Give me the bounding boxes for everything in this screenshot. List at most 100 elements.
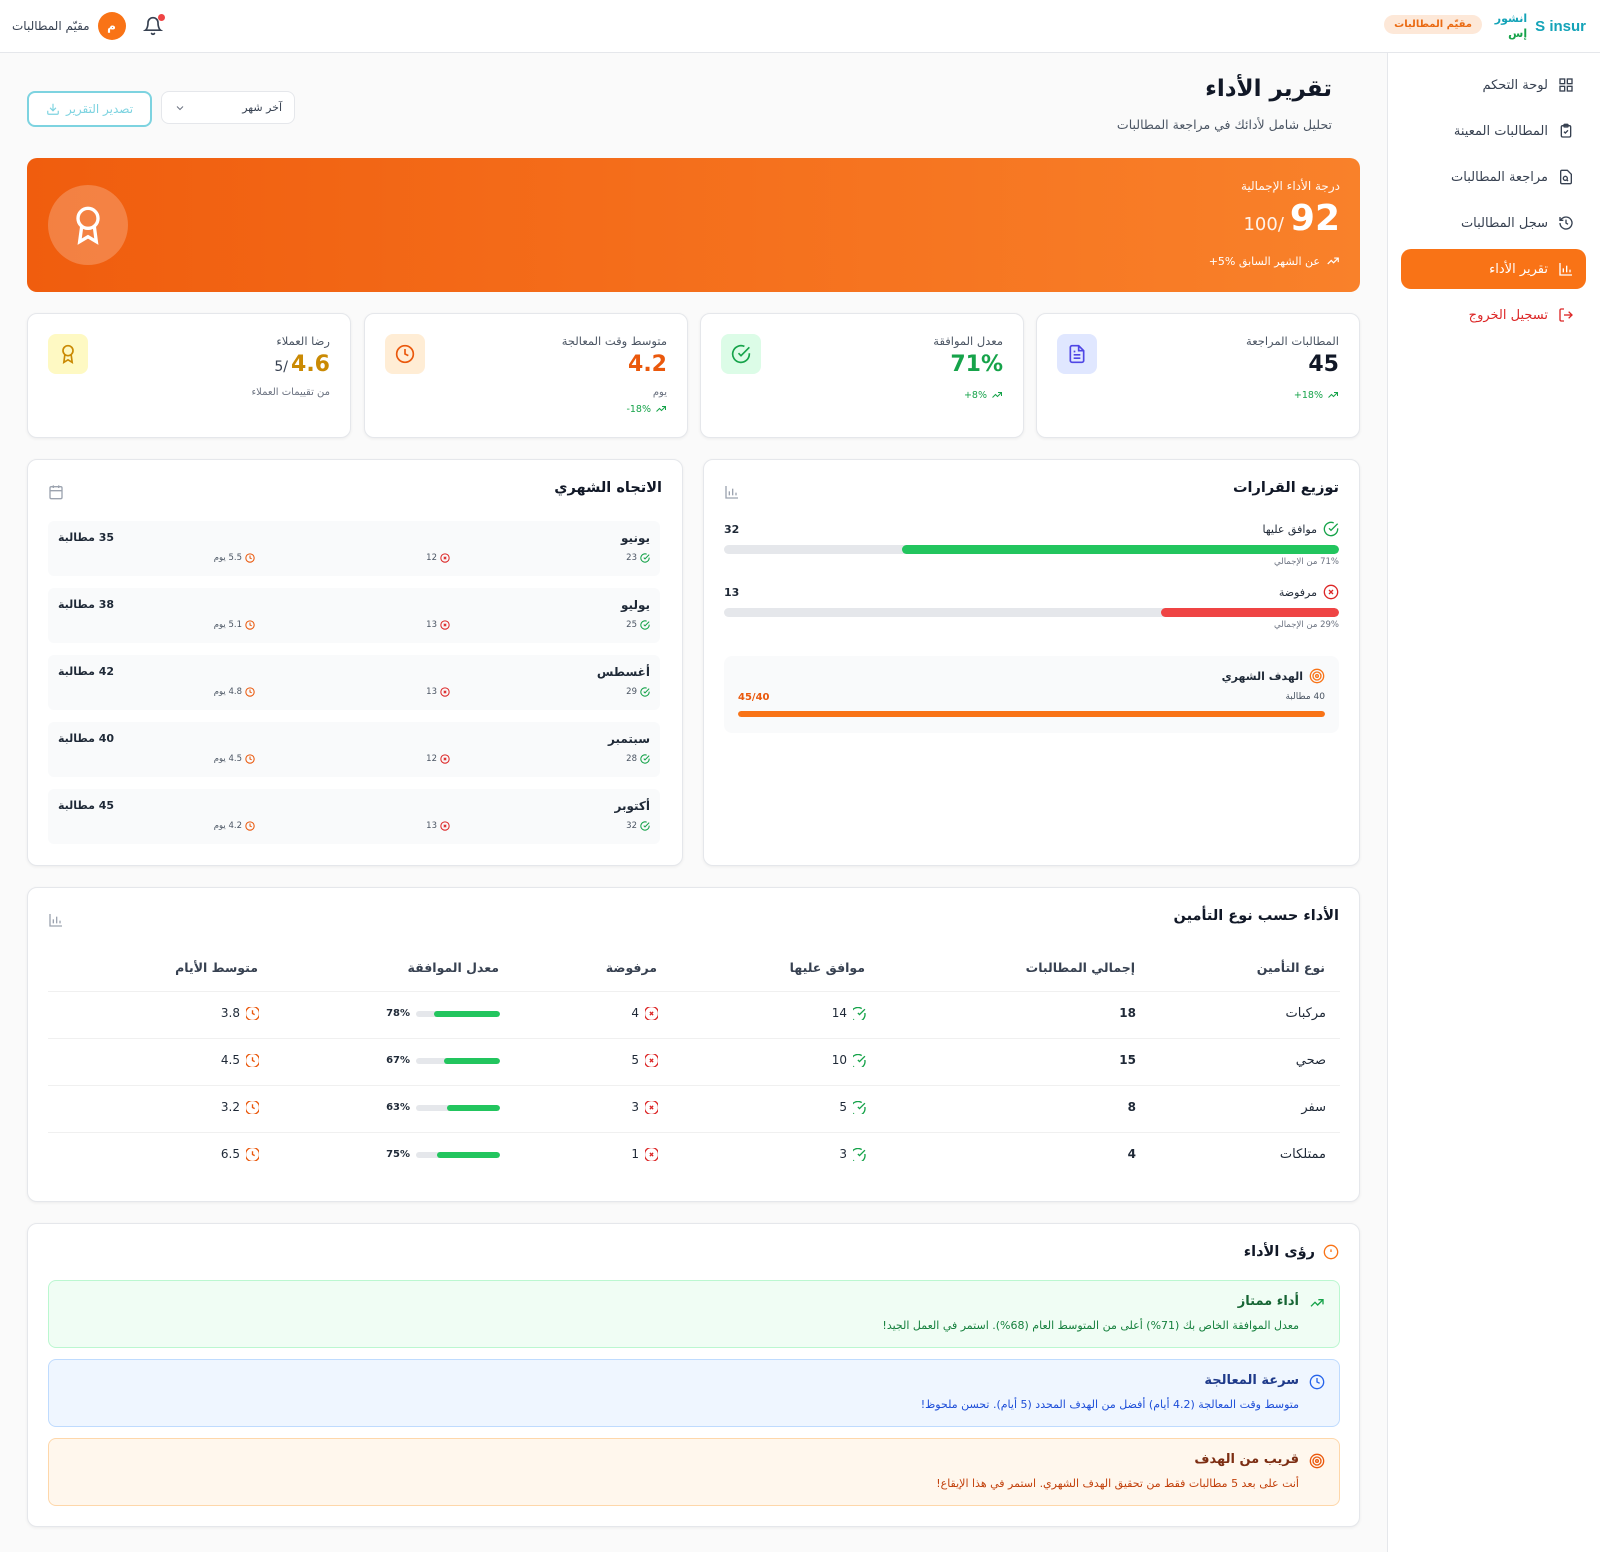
stat-label: متوسط وقت المعالجة: [561, 334, 667, 348]
cell-approved: 10: [832, 1053, 866, 1067]
cell-rejected: 5: [631, 1053, 658, 1067]
cell-rate: 75%: [386, 1149, 500, 1160]
table-header[interactable]: نوع التأمين: [1256, 960, 1325, 975]
approved-count: 32: [724, 522, 740, 536]
sidebar-item-dashboard[interactable]: لوحة التحكم: [1401, 65, 1586, 105]
clipboard-icon: [1560, 123, 1572, 138]
month-name: أغسطس: [596, 665, 650, 679]
month-days: 5.1 يوم: [214, 620, 255, 630]
rate-bar-fill: [437, 1151, 500, 1158]
target-icon: [1309, 1453, 1325, 1469]
stat-unit: يوم: [652, 387, 667, 398]
goal-progress-fill: [738, 711, 1325, 717]
trending-up-icon: [1310, 1299, 1324, 1307]
user-menu[interactable]: مقيّم المطالبات م: [12, 12, 126, 40]
table-header[interactable]: متوسط الأيام: [175, 960, 258, 975]
stat-change-text: +18%: [1293, 389, 1323, 401]
cell-days-value: 6.5: [220, 1147, 240, 1161]
logout-icon: [1559, 308, 1573, 322]
cell-rate-value: 78%: [386, 1008, 410, 1019]
stat-max: 5/: [274, 359, 289, 375]
sidebar-item-logout[interactable]: تسجيل الخروج: [1401, 295, 1586, 335]
rate-bar: [416, 1057, 500, 1064]
cell-rate: 63%: [386, 1102, 500, 1113]
cell-rate-value: 63%: [386, 1102, 410, 1113]
insights-card: رؤى الأداء أداء ممتاز معدل الموافقة الخا…: [27, 1223, 1360, 1527]
month-rejected: 12: [426, 553, 450, 563]
brand-ar-line1: انشور: [1494, 12, 1528, 25]
cell-rejected-value: 5: [631, 1053, 639, 1067]
rejected-label: مرفوضة: [1278, 585, 1317, 599]
list-item: سبتمبر 40 مطالبة 28 12 4.5 يوم: [48, 722, 660, 777]
month-days-value: 5.5 يوم: [213, 553, 242, 563]
rate-bar-fill: [443, 1057, 500, 1064]
trending-up-icon: [992, 392, 1002, 398]
page-title: تقرير الأداء: [1205, 76, 1332, 102]
bell-icon[interactable]: [143, 16, 163, 36]
check-circle-icon: [640, 821, 650, 831]
clock-icon: [1309, 1374, 1325, 1390]
table-row[interactable]: سفر 8 5 3 63% 3.2: [48, 1085, 1340, 1132]
sidebar-item-label: مراجعة المطالبات: [1451, 169, 1548, 185]
table-header[interactable]: موافق عليها: [789, 960, 865, 975]
stat-card-satisfaction: رضا العملاء 5/ 4.6 من تقييمات العملاء: [27, 313, 351, 438]
sidebar-item-claims-review[interactable]: مراجعة المطالبات: [1401, 157, 1586, 197]
cell-total: 15: [1119, 1053, 1136, 1067]
month-name: يونيو: [621, 531, 650, 545]
table-header[interactable]: مرفوضة: [605, 960, 657, 975]
stat-icon-box: [721, 334, 761, 374]
table-row[interactable]: ممتلكات 4 3 1 75% 6.5: [48, 1132, 1340, 1179]
sidebar-item-claims-history[interactable]: سجل المطالبات: [1401, 203, 1586, 243]
sidebar-item-label: سجل المطالبات: [1460, 215, 1548, 231]
table-header[interactable]: معدل الموافقة: [407, 960, 499, 975]
approved-pct: 71% من الإجمالي: [1274, 557, 1339, 567]
insight-text: معدل الموافقة الخاص بك (71%) أعلى من الم…: [882, 1319, 1299, 1332]
score-value: 92: [1289, 198, 1340, 239]
table-row[interactable]: مركبات 18 14 4 78% 3.8: [48, 991, 1340, 1038]
sidebar-item-performance-report[interactable]: تقرير الأداء: [1401, 249, 1586, 289]
bar-chart-icon: [49, 914, 62, 927]
clock-icon: [246, 1053, 259, 1067]
rate-bar-fill: [447, 1104, 500, 1111]
export-report-button[interactable]: تصدير التقرير: [27, 91, 152, 127]
cell-type: سفر: [1301, 1100, 1326, 1115]
month-rejected: 13: [426, 821, 450, 831]
award-icon: [76, 206, 100, 245]
cell-rate: 67%: [386, 1055, 500, 1066]
overall-score-banner: درجة الأداء الإجمالية 100/ 92 +5% عن الش…: [27, 158, 1360, 292]
stat-value: 4.6: [291, 352, 330, 377]
check-circle-icon: [640, 620, 650, 630]
decisions-card: توزيع القرارات موافق عليها 32 71% من الإ…: [703, 459, 1360, 866]
cell-total: 8: [1127, 1100, 1136, 1114]
month-approved: 32: [626, 821, 650, 831]
month-rejected-value: 13: [426, 687, 437, 697]
cell-days: 4.5: [221, 1053, 259, 1067]
cell-rejected-value: 1: [631, 1147, 639, 1161]
insights-title: رؤى الأداء: [1243, 1244, 1315, 1260]
cell-approved-value: 3: [839, 1147, 847, 1161]
period-select[interactable]: آخر شهر: [161, 91, 295, 124]
insight-goal: قريب من الهدف أنت على بعد 5 مطالبات فقط …: [48, 1438, 1340, 1506]
month-name: أكتوبر: [614, 799, 650, 813]
month-approved-value: 32: [626, 821, 637, 831]
stat-value-group: 5/ 4.6: [274, 352, 330, 377]
by-type-title: الأداء حسب نوع التأمين: [1173, 908, 1339, 924]
table-row[interactable]: صحي 15 10 5 67% 4.5: [48, 1038, 1340, 1085]
cell-rejected-value: 4: [631, 1006, 639, 1020]
rejected-count: 13: [724, 585, 740, 599]
table-header[interactable]: إجمالي المطالبات: [1025, 960, 1135, 975]
grid-icon: [1559, 78, 1573, 92]
cell-days: 6.5: [221, 1147, 259, 1161]
sidebar-item-assigned-claims[interactable]: المطالبات المعينة: [1401, 111, 1586, 151]
check-circle-icon: [640, 754, 650, 764]
goal-progress-bar: [738, 711, 1325, 717]
insight-text: أنت على بعد 5 مطالبات فقط من تحقيق الهدف…: [936, 1477, 1299, 1490]
x-circle-icon: [440, 553, 450, 563]
month-days-value: 4.8 يوم: [213, 687, 242, 697]
user-name: مقيّم المطالبات: [12, 19, 90, 33]
stat-label: المطالبات المراجعة: [1246, 334, 1339, 348]
period-value: آخر شهر: [242, 101, 282, 114]
brand-logo[interactable]: انشور إس S insur: [1495, 8, 1586, 44]
calendar-icon[interactable]: [48, 484, 64, 500]
month-days-value: 5.1 يوم: [213, 620, 242, 630]
